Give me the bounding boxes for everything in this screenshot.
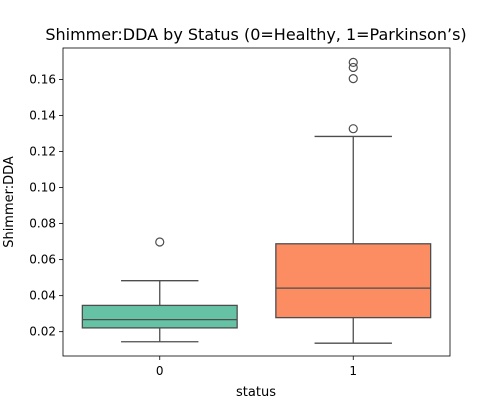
x-axis-label: status xyxy=(236,385,276,400)
y-tick-label: 0.06 xyxy=(29,253,56,267)
plot-area xyxy=(81,57,432,344)
y-tick-label: 0.12 xyxy=(29,145,56,159)
y-axis-label: Shimmer:DDA xyxy=(2,156,17,248)
y-tick-label: 0.14 xyxy=(29,109,56,123)
box-iqr xyxy=(81,304,238,329)
y-tick-label: 0.02 xyxy=(29,325,56,339)
box-group-1 xyxy=(275,57,432,344)
box-iqr xyxy=(275,243,432,319)
y-tick-label: 0.10 xyxy=(29,181,56,195)
y-tick-label: 0.08 xyxy=(29,217,56,231)
y-axis: 0.02 0.04 0.06 0.08 0.10 0.12 0.14 0.16 xyxy=(29,73,63,339)
outlier-point xyxy=(348,57,358,68)
y-tick-label: 0.04 xyxy=(29,289,56,303)
x-tick-label: 0 xyxy=(156,364,164,378)
outlier-point xyxy=(348,124,358,134)
chart-title: Shimmer:DDA by Status (0=Healthy, 1=Park… xyxy=(45,25,466,44)
outlier-point xyxy=(155,237,165,247)
box-group-0 xyxy=(81,237,238,343)
y-tick-label: 0.16 xyxy=(29,73,56,87)
plot-frame xyxy=(62,47,451,357)
outlier-point xyxy=(348,62,358,73)
outlier-point xyxy=(348,74,358,84)
x-tick-label: 1 xyxy=(349,364,357,378)
